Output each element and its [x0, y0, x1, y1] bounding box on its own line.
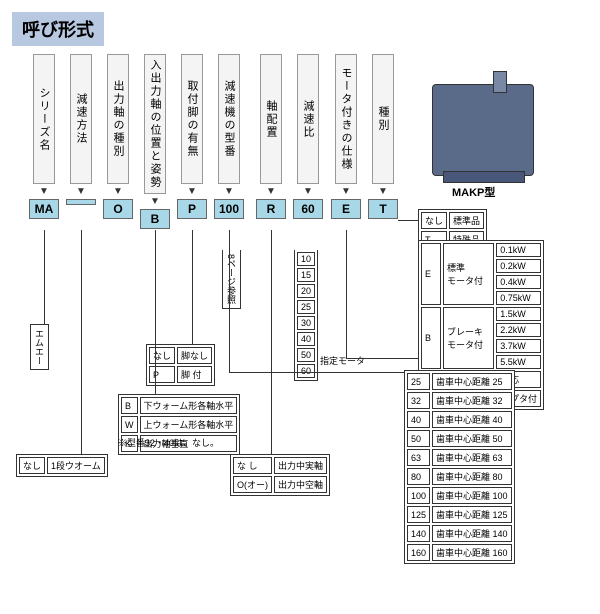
- col-1: 減速方法 ▼: [67, 54, 95, 205]
- col-0: シリーズ名 ▼ MA: [30, 54, 58, 219]
- col-label: シリーズ名: [33, 54, 55, 184]
- pos-note: ※型番32・40は、なし。: [118, 436, 219, 449]
- code-box: 60: [293, 199, 323, 219]
- col-6: 軸配置 ▼ R: [257, 54, 285, 219]
- col-8: モータ付きの仕様 ▼ E: [332, 54, 360, 219]
- legend-foot: なし脚なし P脚 付: [146, 344, 215, 386]
- arrow-icon: ▼: [341, 186, 351, 197]
- col-label: 出力軸の種別: [107, 54, 129, 184]
- product-image: [432, 84, 534, 176]
- col-label: 軸配置: [260, 54, 282, 184]
- arrow-icon: ▼: [150, 196, 160, 207]
- product-caption: MAKP型: [452, 184, 495, 200]
- col-label: 取付脚の有無: [181, 54, 203, 184]
- arrow-icon: ▼: [76, 186, 86, 197]
- col-2: 出力軸の種別 ▼ O: [104, 54, 132, 219]
- col-label: 減速機の型番: [218, 54, 240, 184]
- code-box: [66, 199, 96, 205]
- legend-ma: エムエー: [30, 324, 49, 370]
- legend-dist: 25歯車中心距離 2532歯車中心距離 3240歯車中心距離 4050歯車中心距…: [404, 370, 515, 564]
- col-label: 入出力軸の位置と姿勢: [144, 54, 166, 194]
- code-box: B: [140, 209, 170, 229]
- col-7: 減速比 ▼ 60: [294, 54, 322, 219]
- col-label: 減速方法: [70, 54, 92, 184]
- col-3: 入出力軸の位置と姿勢 ▼ B: [141, 54, 169, 229]
- col-label: 減速比: [297, 54, 319, 184]
- arrow-icon: ▼: [378, 186, 388, 197]
- col-5: 減速機の型番 ▼ 100: [215, 54, 243, 219]
- arrow-icon: ▼: [303, 186, 313, 197]
- code-box: P: [177, 199, 207, 219]
- arrow-icon: ▼: [187, 186, 197, 197]
- code-box: E: [331, 199, 361, 219]
- code-box: MA: [29, 199, 59, 219]
- legend-method: なし1段ウオーム: [16, 454, 108, 477]
- arrow-icon: ▼: [224, 186, 234, 197]
- title-bar: 呼び形式: [12, 12, 104, 46]
- col-9: 種別 ▼ T: [369, 54, 397, 219]
- legend-ratio: 1015202530405060: [294, 250, 318, 381]
- code-box: T: [368, 199, 398, 219]
- col-label: モータ付きの仕様: [335, 54, 357, 184]
- col-label: 種別: [372, 54, 394, 184]
- arrow-icon: ▼: [113, 186, 123, 197]
- arrow-icon: ▼: [39, 186, 49, 197]
- legend-model: 8ページ参照: [222, 250, 241, 309]
- col-4: 取付脚の有無 ▼ P: [178, 54, 206, 219]
- code-box: 100: [214, 199, 244, 219]
- code-box: R: [256, 199, 286, 219]
- main-diagram: シリーズ名 ▼ MA 減速方法 ▼ 出力軸の種別 ▼ O 入出力軸の位置と姿勢 ▼ B 取付脚の有無…: [12, 54, 588, 602]
- arrow-icon: ▼: [266, 186, 276, 197]
- motor-label: 指定モータ: [320, 354, 365, 367]
- legend-shaft: な し出力中実軸 O(オー)出力中空軸: [230, 454, 330, 496]
- code-box: O: [103, 199, 133, 219]
